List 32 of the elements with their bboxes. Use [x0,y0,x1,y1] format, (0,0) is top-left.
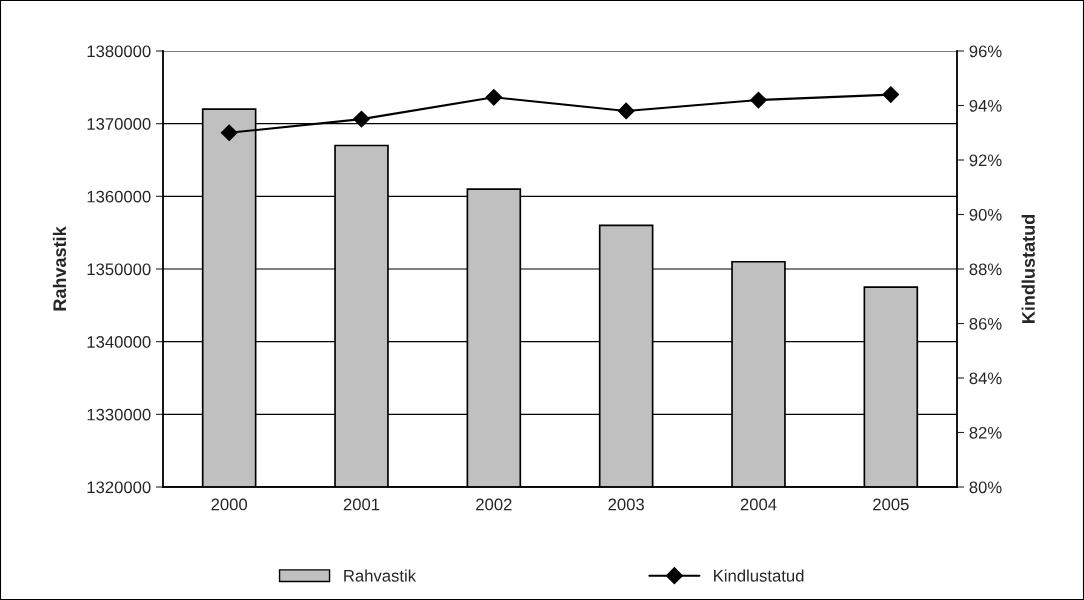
y2-tick-label: 88% [969,263,1002,276]
point [617,102,635,120]
y-tick-label: 1380000 [87,45,151,58]
legend-label: Kindlustatud [714,569,804,582]
y2-tick-label: 92% [969,154,1002,167]
x-tick-label: 2004 [740,498,777,511]
y2-tick-label: 86% [969,317,1002,330]
x-tick-label: 2000 [211,498,248,511]
y-tick-label: 1330000 [87,408,151,421]
y-axis-title: Rahvastik [52,226,67,311]
x-tick-label: 2001 [343,498,380,511]
point [485,88,503,106]
y2-tick-label: 82% [969,426,1002,439]
y2-tick-label: 94% [969,99,1002,112]
legend-label: Rahvastik [344,569,417,582]
y-tick-label: 1370000 [87,118,151,130]
y2-tick-label: 96% [969,45,1002,58]
point [220,124,238,142]
x-tick-label: 2003 [608,498,644,511]
y2-tick-label: 84% [969,372,1002,385]
point [882,86,900,103]
x-tick-label: 2002 [476,498,512,511]
y2-tick-label: 80% [969,481,1002,494]
y2-tick-label: 90% [969,208,1002,221]
y-tick-label: 1360000 [87,190,151,203]
point [353,110,370,128]
x-tick-label: 2005 [873,498,909,511]
point [750,91,767,109]
y2-axis-title: Kindlustatud [1021,215,1035,323]
y-tick-label: 1350000 [87,263,151,276]
y-tick-label: 1340000 [87,336,151,348]
y-tick-label: 1320000 [87,481,151,494]
